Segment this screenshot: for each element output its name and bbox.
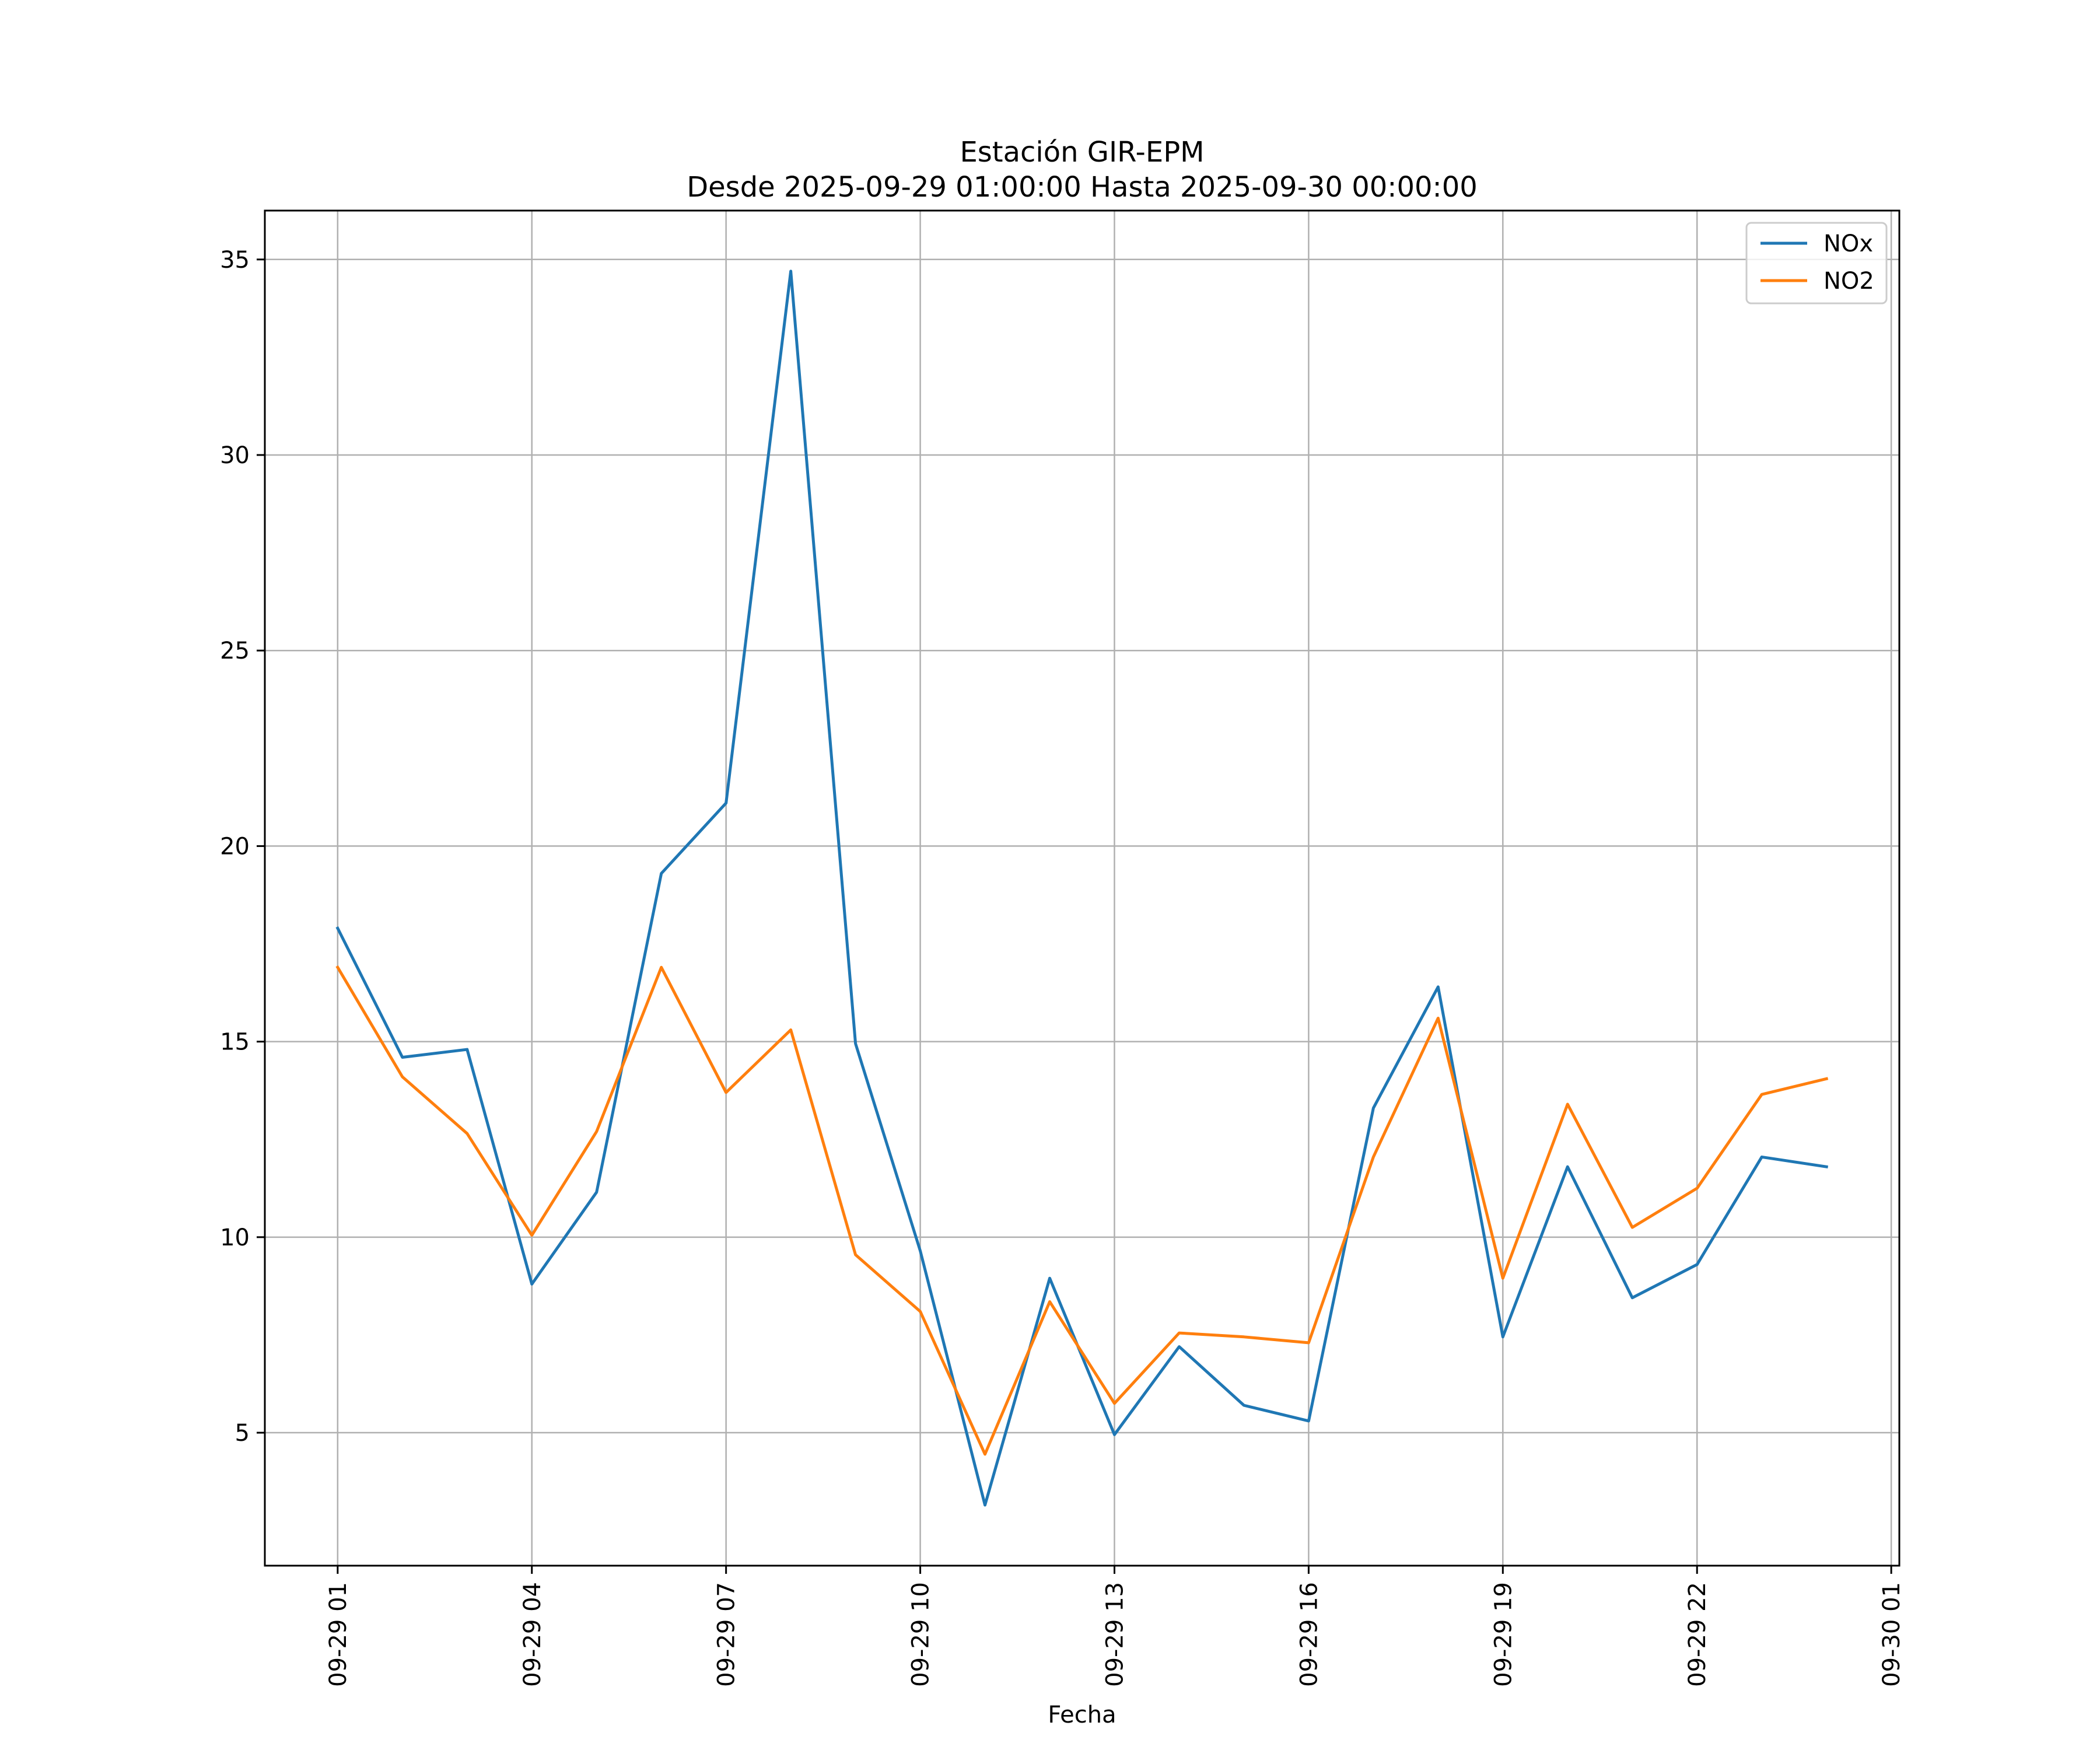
data-point-no2 xyxy=(1565,1102,1570,1107)
data-point-nox xyxy=(659,871,664,876)
data-point-nox xyxy=(1695,1262,1699,1267)
data-point-nox xyxy=(1371,1106,1376,1111)
x-axis-label: Fecha xyxy=(1048,1702,1116,1728)
data-point-no2 xyxy=(530,1233,534,1237)
data-point-no2 xyxy=(983,1452,988,1457)
data-point-no2 xyxy=(1630,1225,1634,1230)
data-point-nox xyxy=(1436,985,1440,989)
data-point-no2 xyxy=(1371,1154,1376,1159)
y-tick-label: 25 xyxy=(220,638,250,664)
y-axis: 5 10 15 20 25 30 35 xyxy=(220,247,265,1447)
data-point-no2 xyxy=(1177,1331,1181,1335)
data-point-nox xyxy=(335,926,340,930)
series-line-nox xyxy=(335,270,1829,1507)
y-tick-label: 15 xyxy=(220,1029,250,1056)
data-point-nox xyxy=(1500,1335,1505,1339)
series-line-no2 xyxy=(335,965,1829,1456)
x-tick-label: 09-29 16 xyxy=(1296,1582,1322,1687)
x-tick-label: 09-29 19 xyxy=(1490,1582,1517,1687)
data-point-no2 xyxy=(1436,1016,1440,1020)
data-point-nox xyxy=(1306,1419,1311,1423)
data-point-no2 xyxy=(1048,1299,1052,1304)
x-tick-label: 09-29 01 xyxy=(325,1582,352,1687)
y-tick-label: 10 xyxy=(220,1224,250,1251)
data-point-no2 xyxy=(918,1309,923,1314)
data-point-no2 xyxy=(1112,1401,1116,1406)
data-point-no2 xyxy=(724,1090,729,1095)
grid-lines xyxy=(265,211,1899,1566)
data-point-no2 xyxy=(594,1129,599,1134)
data-point-nox xyxy=(1630,1296,1634,1300)
data-point-no2 xyxy=(465,1131,470,1136)
data-point-no2 xyxy=(853,1252,858,1257)
x-tick-label: 09-29 13 xyxy=(1101,1582,1128,1687)
data-point-no2 xyxy=(1500,1276,1505,1280)
data-point-nox xyxy=(594,1190,599,1195)
data-point-no2 xyxy=(400,1074,405,1079)
legend-label-nox: NOx xyxy=(1824,230,1873,257)
y-tick-label: 30 xyxy=(220,442,250,469)
plot-frame xyxy=(264,209,1901,1567)
data-point-nox xyxy=(918,1248,923,1253)
data-point-no2 xyxy=(1695,1186,1699,1191)
data-point-nox xyxy=(853,1041,858,1046)
data-point-no2 xyxy=(1759,1092,1764,1097)
data-point-no2 xyxy=(1306,1340,1311,1345)
y-tick-label: 20 xyxy=(220,833,250,860)
data-point-nox xyxy=(983,1503,988,1507)
series-layer xyxy=(335,269,1829,1507)
data-point-no2 xyxy=(659,965,664,970)
data-point-no2 xyxy=(1241,1335,1246,1339)
x-tick-label: 09-29 10 xyxy=(908,1582,935,1687)
data-point-nox xyxy=(1759,1154,1764,1159)
data-point-nox xyxy=(530,1282,534,1286)
x-tick-label: 09-29 04 xyxy=(519,1582,546,1687)
chart-title-line-1: Estación GIR-EPM xyxy=(960,136,1204,169)
y-tick-label: 35 xyxy=(220,247,250,274)
data-point-nox xyxy=(400,1055,405,1059)
data-point-nox xyxy=(1241,1403,1246,1408)
data-point-nox xyxy=(1112,1432,1116,1437)
data-point-nox xyxy=(1048,1276,1052,1280)
x-tick-label: 09-30 01 xyxy=(1878,1582,1905,1687)
data-point-nox xyxy=(1824,1164,1829,1169)
data-point-nox xyxy=(789,269,793,274)
legend-label-no2: NO2 xyxy=(1824,268,1874,295)
x-tick-label: 09-29 07 xyxy=(713,1582,740,1687)
x-tick-label: 09-29 22 xyxy=(1684,1582,1711,1687)
x-axis: 09-29 01 09-29 04 09-29 07 09-29 10 09-29 13… xyxy=(325,1566,1905,1687)
data-point-no2 xyxy=(1824,1076,1829,1081)
data-point-nox xyxy=(465,1047,470,1052)
y-tick-label: 5 xyxy=(235,1420,250,1447)
chart-title-line-2: Desde 2025-09-29 01:00:00 Hasta 2025-09-… xyxy=(687,171,1478,204)
data-point-no2 xyxy=(789,1028,793,1032)
legend: NOx NO2 xyxy=(1745,222,1888,304)
data-point-nox xyxy=(724,801,729,806)
data-point-no2 xyxy=(335,965,340,970)
data-point-nox xyxy=(1565,1164,1570,1169)
data-point-nox xyxy=(1177,1345,1181,1349)
